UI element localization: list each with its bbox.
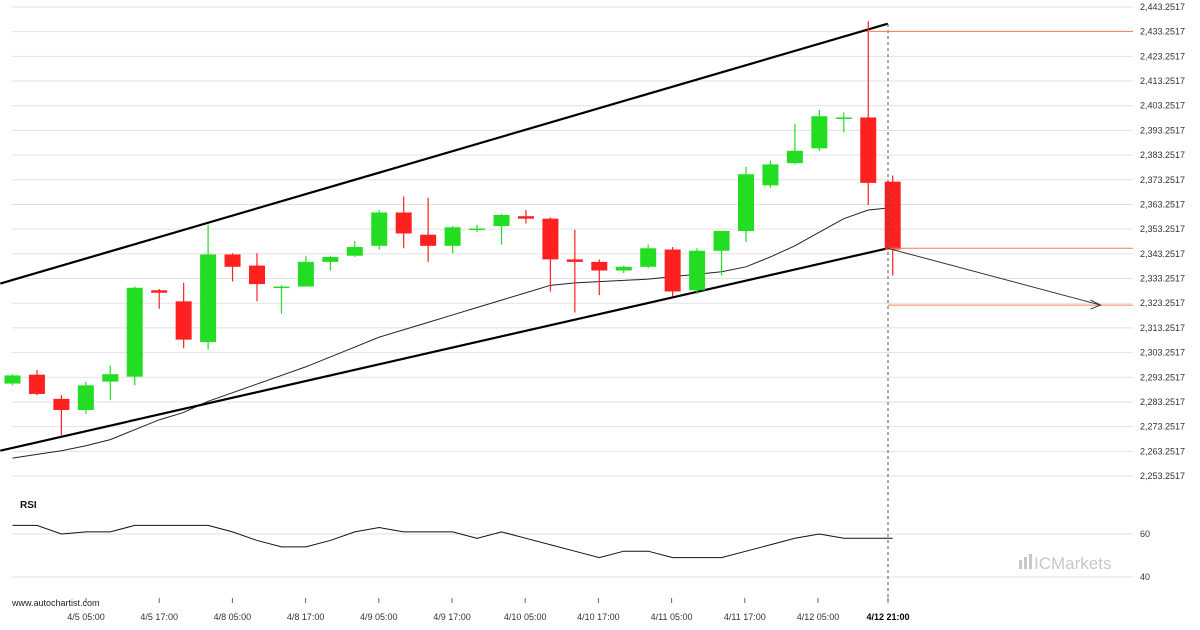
y-tick-label: 2,253.2517 <box>1140 471 1185 481</box>
x-tick-label: 4/5 05:00 <box>67 612 105 622</box>
price-axis: 2,443.2517 2,433.2517 2,423.2517 2,413.2517… <box>1140 2 1185 481</box>
x-tick-label: 4/10 05:00 <box>504 612 547 622</box>
rsi-grid: 60 40 <box>12 529 1150 582</box>
y-tick-label: 2,303.2517 <box>1140 348 1185 358</box>
moving-average <box>12 207 893 459</box>
candle <box>224 254 241 267</box>
candle <box>28 374 45 394</box>
x-tick-label: 4/9 17:00 <box>433 612 471 622</box>
x-tick-label: 4/8 05:00 <box>214 612 252 622</box>
candle <box>738 174 754 232</box>
rsi-tick-label: 60 <box>1140 529 1150 539</box>
price-channel <box>0 22 889 452</box>
y-tick-label: 2,313.2517 <box>1140 323 1185 333</box>
x-tick-label: 4/12 21:00 <box>866 612 909 622</box>
rsi-title: RSI <box>20 500 37 511</box>
rsi-tick-label: 40 <box>1140 572 1150 582</box>
x-tick-label: 4/11 17:00 <box>724 612 766 622</box>
y-tick-label: 2,343.2517 <box>1140 249 1185 259</box>
y-tick-label: 2,273.2517 <box>1140 422 1185 432</box>
rsi-line <box>12 524 893 559</box>
candle <box>542 218 559 260</box>
candle <box>102 374 119 382</box>
candle <box>811 116 828 149</box>
price-grid <box>12 6 1133 477</box>
y-tick-label: 2,423.2517 <box>1140 51 1185 61</box>
candle <box>689 250 706 291</box>
brand-name: ICMarkets <box>1034 554 1111 573</box>
candle <box>566 259 583 262</box>
candle <box>640 248 657 267</box>
y-tick-label: 2,283.2517 <box>1140 397 1185 407</box>
candle <box>395 212 412 234</box>
y-tick-label: 2,373.2517 <box>1140 175 1185 185</box>
projection-arrow-icon <box>1090 299 1102 310</box>
candle <box>762 164 779 186</box>
brand-prefix: IC <box>1034 554 1051 573</box>
candle <box>53 398 70 410</box>
candle <box>200 254 217 343</box>
candle <box>297 261 314 287</box>
x-tick-label: 4/8 17:00 <box>287 612 325 622</box>
channel-lower-line <box>0 247 889 452</box>
y-tick-label: 2,353.2517 <box>1140 224 1185 234</box>
projection-line <box>887 247 1101 306</box>
candle <box>884 181 901 250</box>
candle <box>517 216 534 219</box>
candle <box>346 247 363 256</box>
candle <box>493 214 510 227</box>
watermark: www.autochartist.com <box>11 598 100 608</box>
candle <box>420 234 437 246</box>
rsi-panel <box>12 524 893 559</box>
y-tick-label: 2,263.2517 <box>1140 446 1185 456</box>
moving-average-line <box>12 207 893 459</box>
x-tick-label: 4/9 05:00 <box>360 612 398 622</box>
candle <box>591 261 608 271</box>
x-tick-label: 4/11 05:00 <box>651 612 693 622</box>
x-tick-label: 4/10 17:00 <box>577 612 620 622</box>
y-tick-label: 2,433.2517 <box>1140 27 1185 37</box>
candles <box>4 21 901 436</box>
candle <box>371 212 388 246</box>
projection <box>887 247 1102 310</box>
candle <box>151 290 168 293</box>
candle <box>249 265 265 285</box>
brand-logo: ICMarkets <box>1019 554 1111 573</box>
y-tick-label: 2,323.2517 <box>1140 298 1185 308</box>
y-tick-label: 2,363.2517 <box>1140 199 1185 209</box>
y-tick-label: 2,383.2517 <box>1140 150 1185 160</box>
time-axis: 4/5 05:00 4/5 17:00 4/8 05:00 4/8 17:00 4/9 … <box>67 598 910 622</box>
candle <box>615 266 632 271</box>
candle <box>175 301 192 340</box>
candle <box>664 249 681 292</box>
candle <box>786 150 803 164</box>
y-tick-label: 2,413.2517 <box>1140 76 1185 86</box>
candle <box>77 385 94 410</box>
level-lines <box>866 24 1133 598</box>
candle <box>444 227 461 246</box>
y-tick-label: 2,403.2517 <box>1140 101 1185 111</box>
candle <box>126 287 143 377</box>
candle <box>469 228 486 231</box>
brand-suffix: Markets <box>1051 554 1111 573</box>
brand-bars-icon <box>1019 554 1032 569</box>
channel-upper-line <box>0 22 889 285</box>
y-tick-label: 2,333.2517 <box>1140 274 1185 284</box>
candle <box>835 117 852 119</box>
candle <box>860 117 877 183</box>
y-tick-label: 2,393.2517 <box>1140 125 1185 135</box>
candle <box>713 231 730 251</box>
candle <box>322 256 339 262</box>
candle <box>273 286 290 289</box>
x-tick-label: 4/12 05:00 <box>797 612 840 622</box>
candle <box>4 375 21 384</box>
x-tick-label: 4/5 17:00 <box>140 612 178 622</box>
y-tick-label: 2,293.2517 <box>1140 372 1185 382</box>
y-tick-label: 2,443.2517 <box>1140 2 1185 12</box>
